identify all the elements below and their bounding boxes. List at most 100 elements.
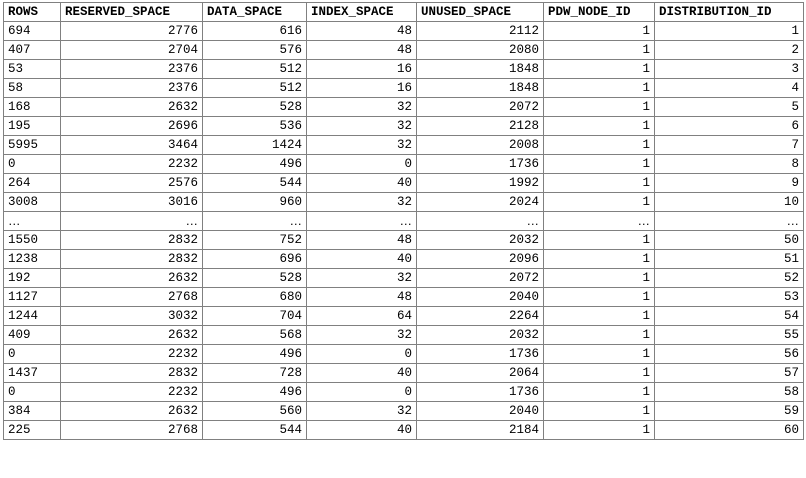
cell-data-space[interactable]: 496	[202, 344, 307, 364]
cell-distribution-id[interactable]: 59	[654, 401, 804, 421]
cell-data-space[interactable]: 544	[202, 173, 307, 193]
cell-unused-space[interactable]: 2040	[416, 287, 544, 307]
column-header-rows[interactable]: ROWS	[3, 2, 61, 22]
cell-data-space[interactable]: 496	[202, 382, 307, 402]
cell-distribution-id[interactable]: …	[654, 211, 804, 231]
cell-reserved-space[interactable]: 2576	[60, 173, 203, 193]
cell-data-space[interactable]: 528	[202, 97, 307, 117]
cell-unused-space[interactable]: 1736	[416, 154, 544, 174]
cell-index-space[interactable]: 40	[306, 363, 417, 383]
cell-rows[interactable]: 264	[3, 173, 61, 193]
cell-index-space[interactable]: 32	[306, 192, 417, 212]
cell-pdw-node-id[interactable]: 1	[543, 40, 655, 60]
cell-data-space[interactable]: 568	[202, 325, 307, 345]
cell-rows[interactable]: 53	[3, 59, 61, 79]
cell-data-space[interactable]: 512	[202, 78, 307, 98]
cell-pdw-node-id[interactable]: 1	[543, 78, 655, 98]
cell-rows[interactable]: 225	[3, 420, 61, 440]
cell-pdw-node-id[interactable]: 1	[543, 116, 655, 136]
cell-pdw-node-id[interactable]: 1	[543, 344, 655, 364]
cell-data-space[interactable]: 728	[202, 363, 307, 383]
cell-index-space[interactable]: 16	[306, 59, 417, 79]
column-header-distribution-id[interactable]: DISTRIBUTION_ID	[654, 2, 804, 22]
cell-distribution-id[interactable]: 7	[654, 135, 804, 155]
cell-pdw-node-id[interactable]: 1	[543, 401, 655, 421]
cell-rows[interactable]: 58	[3, 78, 61, 98]
cell-rows[interactable]: 3008	[3, 192, 61, 212]
cell-rows[interactable]: 0	[3, 382, 61, 402]
cell-rows[interactable]: 168	[3, 97, 61, 117]
cell-unused-space[interactable]: 2064	[416, 363, 544, 383]
cell-distribution-id[interactable]: 6	[654, 116, 804, 136]
cell-index-space[interactable]: 0	[306, 344, 417, 364]
cell-index-space[interactable]: 48	[306, 40, 417, 60]
cell-unused-space[interactable]: 2264	[416, 306, 544, 326]
cell-reserved-space[interactable]: 2832	[60, 363, 203, 383]
cell-distribution-id[interactable]: 57	[654, 363, 804, 383]
cell-unused-space[interactable]: 2096	[416, 249, 544, 269]
cell-rows[interactable]: 5995	[3, 135, 61, 155]
cell-unused-space[interactable]: 1736	[416, 344, 544, 364]
cell-pdw-node-id[interactable]: 1	[543, 97, 655, 117]
cell-index-space[interactable]: 32	[306, 268, 417, 288]
cell-reserved-space[interactable]: 2704	[60, 40, 203, 60]
cell-data-space[interactable]: 512	[202, 59, 307, 79]
cell-rows[interactable]: 384	[3, 401, 61, 421]
cell-unused-space[interactable]: 2072	[416, 268, 544, 288]
cell-reserved-space[interactable]: 2232	[60, 154, 203, 174]
cell-index-space[interactable]: 16	[306, 78, 417, 98]
cell-index-space[interactable]: 40	[306, 173, 417, 193]
cell-reserved-space[interactable]: 2232	[60, 382, 203, 402]
cell-unused-space[interactable]: 2032	[416, 230, 544, 250]
cell-data-space[interactable]: 704	[202, 306, 307, 326]
cell-distribution-id[interactable]: 2	[654, 40, 804, 60]
cell-rows[interactable]: …	[3, 211, 61, 231]
cell-index-space[interactable]: 32	[306, 401, 417, 421]
cell-reserved-space[interactable]: 2768	[60, 287, 203, 307]
cell-pdw-node-id[interactable]: 1	[543, 382, 655, 402]
cell-reserved-space[interactable]: 2632	[60, 401, 203, 421]
cell-index-space[interactable]: 48	[306, 287, 417, 307]
cell-reserved-space[interactable]: 3032	[60, 306, 203, 326]
cell-data-space[interactable]: 536	[202, 116, 307, 136]
cell-distribution-id[interactable]: 9	[654, 173, 804, 193]
cell-data-space[interactable]: …	[202, 211, 307, 231]
cell-distribution-id[interactable]: 3	[654, 59, 804, 79]
cell-reserved-space[interactable]: 2376	[60, 59, 203, 79]
cell-data-space[interactable]: 616	[202, 21, 307, 41]
cell-reserved-space[interactable]: 2632	[60, 268, 203, 288]
cell-pdw-node-id[interactable]: 1	[543, 173, 655, 193]
cell-rows[interactable]: 694	[3, 21, 61, 41]
cell-distribution-id[interactable]: 1	[654, 21, 804, 41]
cell-unused-space[interactable]: 1848	[416, 78, 544, 98]
cell-pdw-node-id[interactable]: 1	[543, 192, 655, 212]
cell-rows[interactable]: 409	[3, 325, 61, 345]
cell-pdw-node-id[interactable]: 1	[543, 249, 655, 269]
cell-pdw-node-id[interactable]: 1	[543, 363, 655, 383]
cell-unused-space[interactable]: 2008	[416, 135, 544, 155]
cell-index-space[interactable]: 0	[306, 154, 417, 174]
cell-reserved-space[interactable]: 2832	[60, 230, 203, 250]
cell-distribution-id[interactable]: 8	[654, 154, 804, 174]
column-header-index-space[interactable]: INDEX_SPACE	[306, 2, 417, 22]
cell-pdw-node-id[interactable]: 1	[543, 21, 655, 41]
cell-data-space[interactable]: 960	[202, 192, 307, 212]
cell-data-space[interactable]: 1424	[202, 135, 307, 155]
column-header-unused-space[interactable]: UNUSED_SPACE	[416, 2, 544, 22]
cell-reserved-space[interactable]: 2632	[60, 97, 203, 117]
column-header-data-space[interactable]: DATA_SPACE	[202, 2, 307, 22]
cell-data-space[interactable]: 752	[202, 230, 307, 250]
cell-reserved-space[interactable]: 2232	[60, 344, 203, 364]
cell-reserved-space[interactable]: 2768	[60, 420, 203, 440]
cell-unused-space[interactable]: 1992	[416, 173, 544, 193]
cell-rows[interactable]: 407	[3, 40, 61, 60]
cell-data-space[interactable]: 696	[202, 249, 307, 269]
cell-rows[interactable]: 1238	[3, 249, 61, 269]
cell-unused-space[interactable]: 1848	[416, 59, 544, 79]
cell-pdw-node-id[interactable]: 1	[543, 325, 655, 345]
cell-distribution-id[interactable]: 52	[654, 268, 804, 288]
cell-index-space[interactable]: 32	[306, 116, 417, 136]
cell-rows[interactable]: 1437	[3, 363, 61, 383]
cell-distribution-id[interactable]: 54	[654, 306, 804, 326]
cell-rows[interactable]: 1550	[3, 230, 61, 250]
